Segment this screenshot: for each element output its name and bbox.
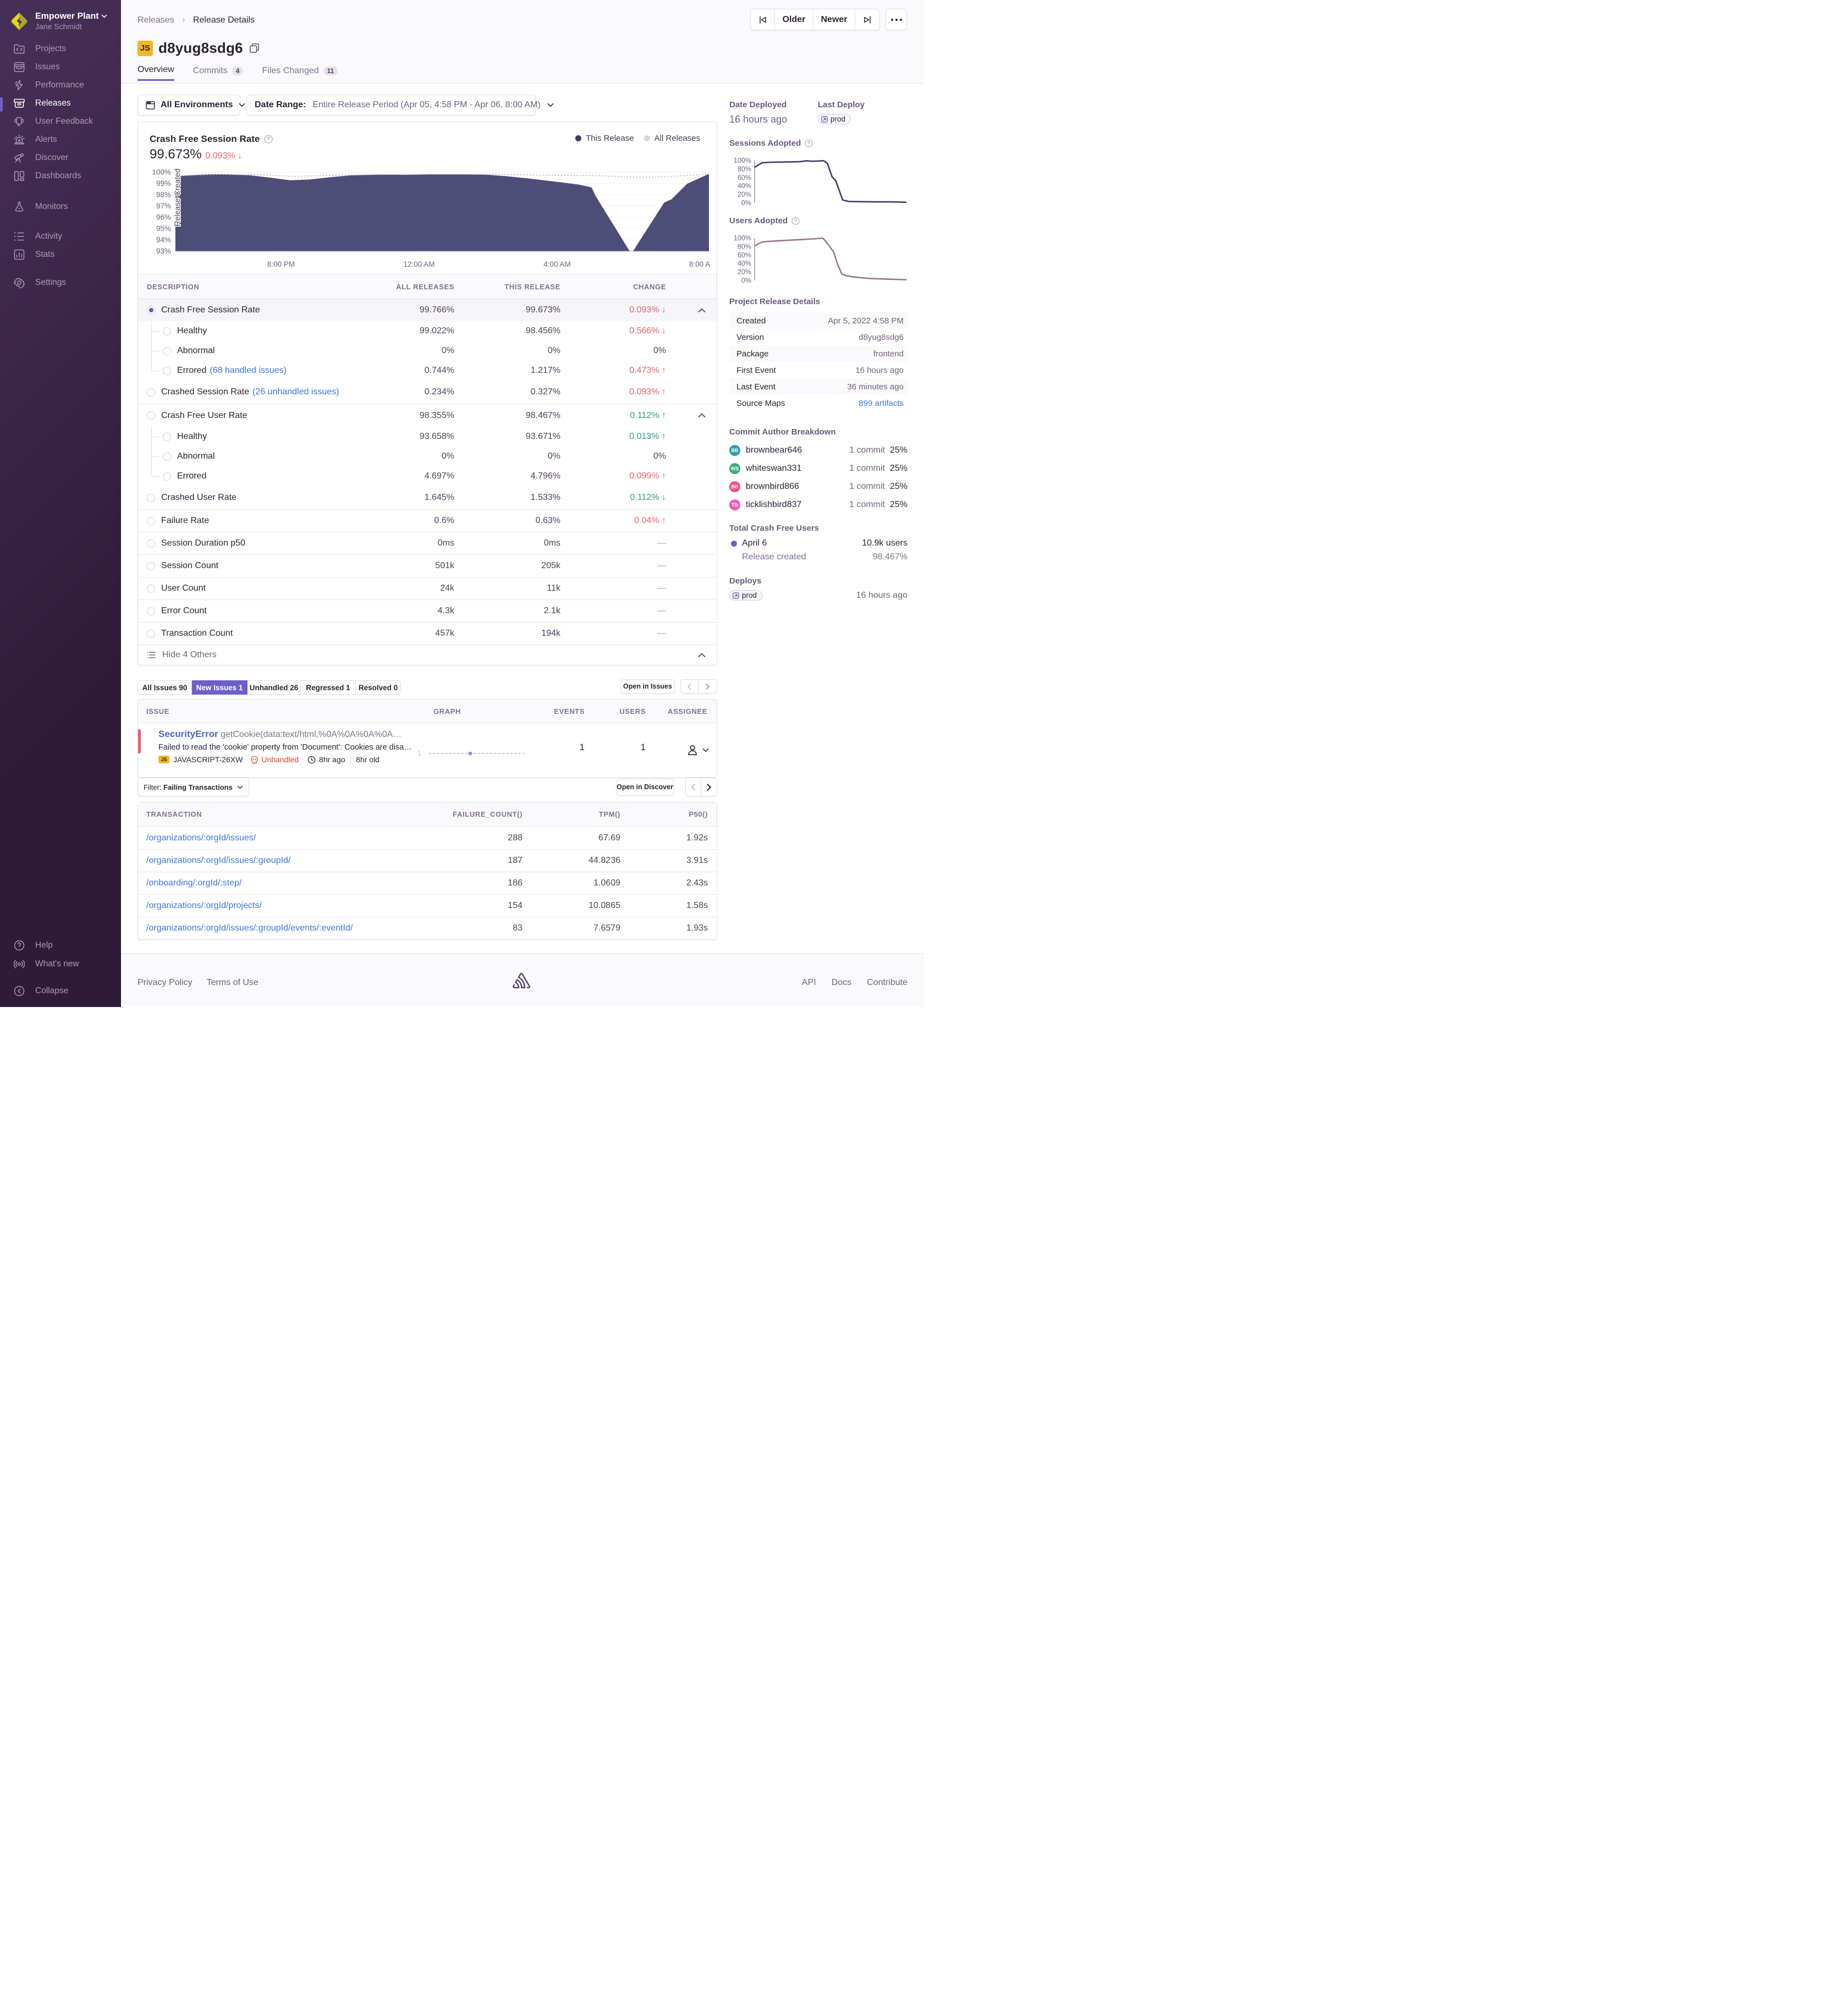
svg-text:95%: 95%	[156, 224, 171, 233]
svg-text:0%: 0%	[741, 277, 751, 284]
svg-text:40%: 40%	[738, 182, 751, 190]
svg-text:94%: 94%	[156, 236, 171, 244]
svg-text:60%: 60%	[738, 251, 751, 259]
svg-text:Release Created: Release Created	[173, 168, 182, 226]
svg-text:40%: 40%	[738, 260, 751, 267]
svg-text:80%: 80%	[738, 165, 751, 173]
svg-text:12:00 AM: 12:00 AM	[403, 260, 435, 268]
svg-text:97%: 97%	[156, 202, 171, 210]
svg-text:100%: 100%	[734, 157, 751, 164]
svg-text:100%: 100%	[152, 168, 171, 177]
svg-text:93%: 93%	[156, 247, 171, 255]
svg-text:8:00 PM: 8:00 PM	[267, 260, 295, 268]
svg-text:98%: 98%	[156, 191, 171, 199]
svg-text:0%: 0%	[741, 199, 751, 207]
svg-text:20%: 20%	[738, 191, 751, 199]
svg-text:20%: 20%	[738, 268, 751, 276]
svg-text:4:00 AM: 4:00 AM	[543, 260, 571, 268]
svg-text:60%: 60%	[738, 174, 751, 181]
svg-text:80%: 80%	[738, 243, 751, 250]
svg-text:100%: 100%	[734, 234, 751, 242]
svg-text:8:00 A: 8:00 A	[689, 260, 710, 268]
svg-text:99%: 99%	[156, 179, 171, 188]
svg-text:96%: 96%	[156, 213, 171, 222]
